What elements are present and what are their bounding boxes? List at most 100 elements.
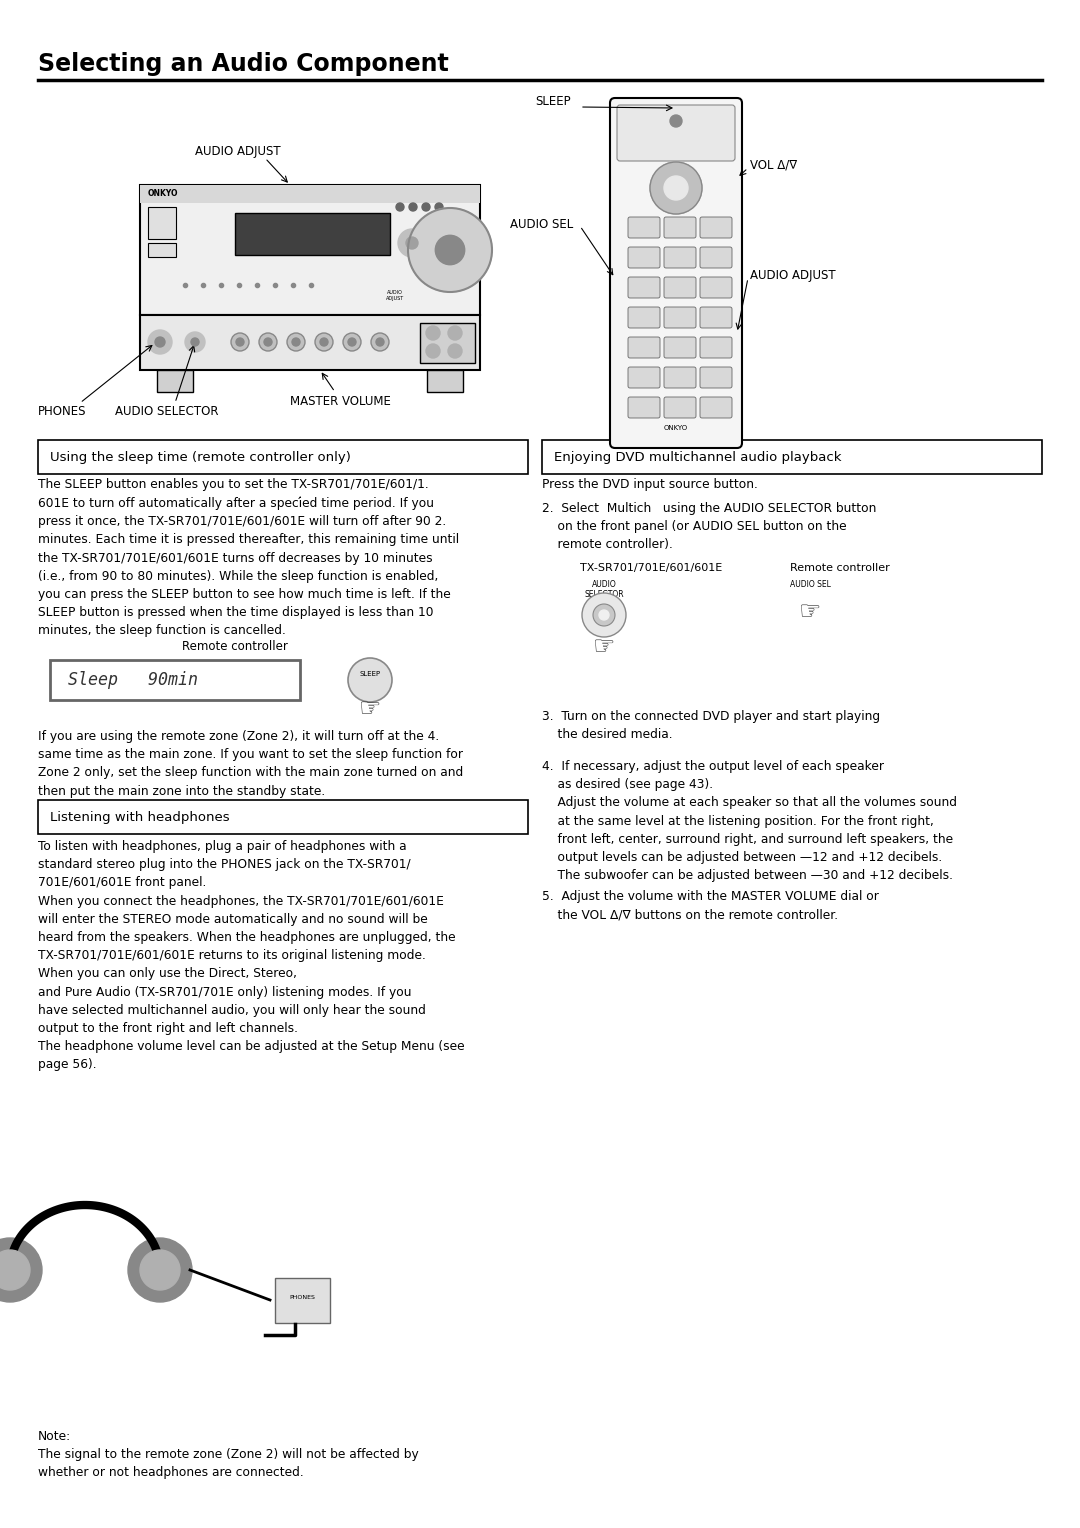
Circle shape	[156, 338, 165, 347]
Text: Enjoying DVD multichannel audio playback: Enjoying DVD multichannel audio playback	[554, 451, 841, 463]
Text: ONKYO: ONKYO	[148, 189, 178, 199]
Text: To listen with headphones, plug a pair of headphones with a
standard stereo plug: To listen with headphones, plug a pair o…	[38, 840, 464, 1071]
Circle shape	[191, 338, 199, 345]
Circle shape	[448, 325, 462, 341]
Text: AUDIO ADJUST: AUDIO ADJUST	[195, 145, 281, 157]
Circle shape	[348, 659, 392, 701]
Bar	[38, 801, 528, 834]
Circle shape	[315, 333, 333, 351]
Circle shape	[435, 235, 464, 264]
Text: SLEEP: SLEEP	[360, 671, 380, 677]
Bar	[50, 660, 300, 700]
Circle shape	[664, 176, 688, 200]
FancyBboxPatch shape	[700, 277, 732, 298]
Circle shape	[264, 338, 272, 345]
Circle shape	[0, 1238, 42, 1302]
Text: 5.  Adjust the volume with the MASTER VOLUME dial or
    the VOL Δ/∇ buttons on : 5. Adjust the volume with the MASTER VOL…	[542, 889, 879, 921]
Bar	[38, 440, 528, 474]
Text: ☞: ☞	[359, 697, 381, 721]
FancyBboxPatch shape	[664, 367, 696, 388]
Text: Press the DVD input source button.: Press the DVD input source button.	[542, 478, 758, 490]
Bar	[140, 185, 480, 315]
Circle shape	[406, 237, 418, 249]
Circle shape	[599, 610, 609, 620]
Bar	[140, 315, 480, 370]
Text: 3.  Turn on the connected DVD player and start playing
    the desired media.: 3. Turn on the connected DVD player and …	[542, 711, 880, 741]
Circle shape	[376, 338, 384, 345]
Text: Listening with headphones: Listening with headphones	[50, 810, 230, 824]
Text: AUDIO SELECTOR: AUDIO SELECTOR	[114, 405, 218, 419]
Circle shape	[422, 203, 430, 211]
Bar	[275, 1277, 330, 1323]
Circle shape	[650, 162, 702, 214]
Text: SLEEP: SLEEP	[535, 95, 570, 108]
Circle shape	[372, 333, 389, 351]
Text: AUDIO
ADJUST: AUDIO ADJUST	[386, 290, 404, 301]
Text: Remote controller: Remote controller	[789, 562, 890, 573]
Text: PHONES: PHONES	[38, 405, 86, 419]
Circle shape	[396, 203, 404, 211]
FancyBboxPatch shape	[700, 217, 732, 238]
Circle shape	[185, 332, 205, 351]
Circle shape	[448, 344, 462, 358]
Text: ONKYO: ONKYO	[664, 425, 688, 431]
Text: AUDIO SEL: AUDIO SEL	[789, 581, 831, 588]
FancyBboxPatch shape	[617, 105, 735, 160]
FancyBboxPatch shape	[700, 248, 732, 267]
FancyBboxPatch shape	[664, 277, 696, 298]
Circle shape	[287, 333, 305, 351]
Circle shape	[408, 208, 492, 292]
Bar	[157, 370, 193, 393]
Circle shape	[343, 333, 361, 351]
Text: AUDIO
SELECTOR: AUDIO SELECTOR	[584, 581, 624, 599]
Text: The SLEEP button enables you to set the TX-SR701/701E/601/1.
601E to turn off au: The SLEEP button enables you to set the …	[38, 478, 459, 637]
Bar	[148, 206, 176, 238]
FancyBboxPatch shape	[664, 397, 696, 419]
FancyBboxPatch shape	[664, 338, 696, 358]
FancyBboxPatch shape	[664, 307, 696, 329]
Text: PHONES: PHONES	[289, 1296, 315, 1300]
Text: AUDIO ADJUST: AUDIO ADJUST	[750, 269, 836, 281]
FancyBboxPatch shape	[627, 397, 660, 419]
Circle shape	[129, 1238, 192, 1302]
FancyBboxPatch shape	[700, 307, 732, 329]
Circle shape	[426, 344, 440, 358]
Circle shape	[435, 203, 443, 211]
Text: 4.  If necessary, adjust the output level of each speaker
    as desired (see pa: 4. If necessary, adjust the output level…	[542, 759, 957, 882]
Text: ☞: ☞	[593, 636, 616, 659]
Bar	[420, 322, 475, 364]
FancyBboxPatch shape	[627, 248, 660, 267]
Circle shape	[670, 115, 681, 127]
Circle shape	[237, 338, 244, 345]
Bar	[140, 185, 480, 203]
FancyBboxPatch shape	[700, 338, 732, 358]
FancyBboxPatch shape	[627, 367, 660, 388]
FancyBboxPatch shape	[664, 248, 696, 267]
Circle shape	[259, 333, 276, 351]
Circle shape	[582, 593, 626, 637]
Circle shape	[292, 338, 300, 345]
Circle shape	[231, 333, 249, 351]
FancyBboxPatch shape	[627, 338, 660, 358]
Bar	[542, 440, 1042, 474]
Circle shape	[0, 1250, 30, 1290]
FancyBboxPatch shape	[627, 217, 660, 238]
Circle shape	[399, 229, 426, 257]
Circle shape	[426, 325, 440, 341]
Text: AUDIO SEL: AUDIO SEL	[510, 219, 573, 232]
Text: Note:
The signal to the remote zone (Zone 2) will not be affected by
whether or : Note: The signal to the remote zone (Zon…	[38, 1430, 419, 1479]
Bar	[148, 243, 176, 257]
Text: MASTER VOLUME: MASTER VOLUME	[291, 396, 391, 408]
FancyBboxPatch shape	[664, 217, 696, 238]
Bar	[235, 212, 390, 255]
Text: Selecting an Audio Component: Selecting an Audio Component	[38, 52, 449, 76]
Text: TX-SR701/701E/601/601E: TX-SR701/701E/601/601E	[580, 562, 723, 573]
FancyBboxPatch shape	[627, 307, 660, 329]
Circle shape	[140, 1250, 180, 1290]
Text: VOL Δ/∇: VOL Δ/∇	[750, 159, 797, 171]
Text: Sleep   90min: Sleep 90min	[68, 671, 198, 689]
FancyBboxPatch shape	[627, 277, 660, 298]
Text: 2.  Select  Multich   using the AUDIO SELECTOR button
    on the front panel (or: 2. Select Multich using the AUDIO SELECT…	[542, 503, 876, 552]
Circle shape	[148, 330, 172, 354]
Text: Using the sleep time (remote controller only): Using the sleep time (remote controller …	[50, 451, 351, 463]
